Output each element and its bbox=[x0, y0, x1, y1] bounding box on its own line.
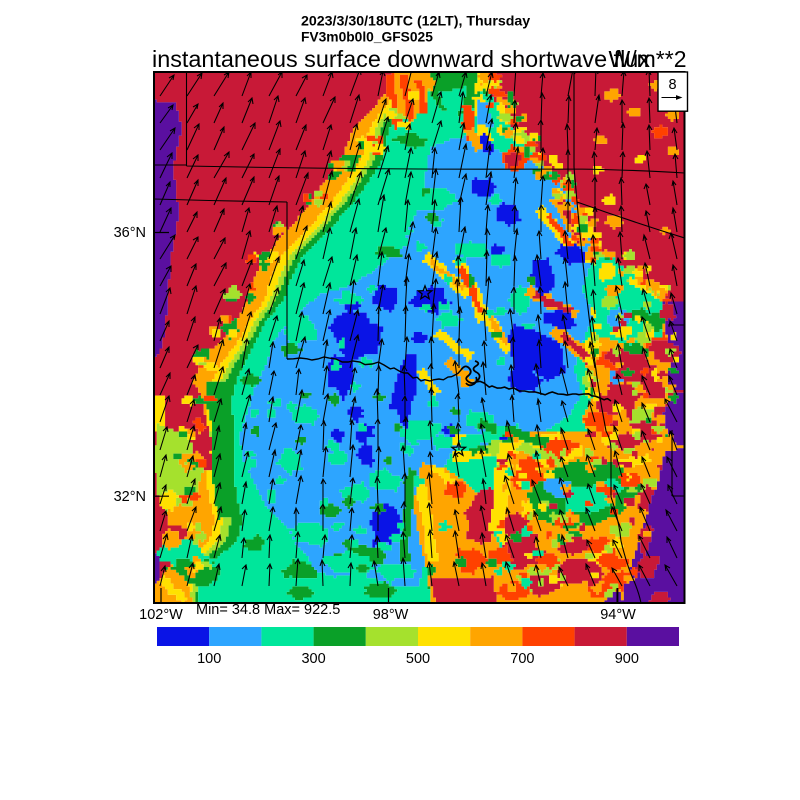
svg-text:2023/3/30/18UTC (12LT), Thursd: 2023/3/30/18UTC (12LT), Thursday bbox=[301, 14, 530, 30]
svg-text:instantaneous surface downward: instantaneous surface downward shortwave… bbox=[152, 46, 650, 72]
svg-text:98°W: 98°W bbox=[373, 607, 409, 623]
svg-text:300: 300 bbox=[301, 651, 325, 667]
svg-text:500: 500 bbox=[406, 651, 430, 667]
svg-text:Min= 34.8 Max= 922.5: Min= 34.8 Max= 922.5 bbox=[196, 602, 340, 618]
svg-text:36°N: 36°N bbox=[114, 225, 146, 241]
svg-text:102°W: 102°W bbox=[139, 607, 183, 623]
svg-text:32°N: 32°N bbox=[114, 489, 146, 505]
svg-text:700: 700 bbox=[510, 651, 534, 667]
svg-text:900: 900 bbox=[615, 651, 639, 667]
svg-text:8: 8 bbox=[668, 77, 676, 93]
svg-text:W/m**2: W/m**2 bbox=[609, 46, 687, 72]
svg-text:100: 100 bbox=[197, 651, 221, 667]
svg-text:FV3m0b0l0_GFS025: FV3m0b0l0_GFS025 bbox=[301, 30, 433, 45]
svg-text:94°W: 94°W bbox=[600, 607, 636, 623]
